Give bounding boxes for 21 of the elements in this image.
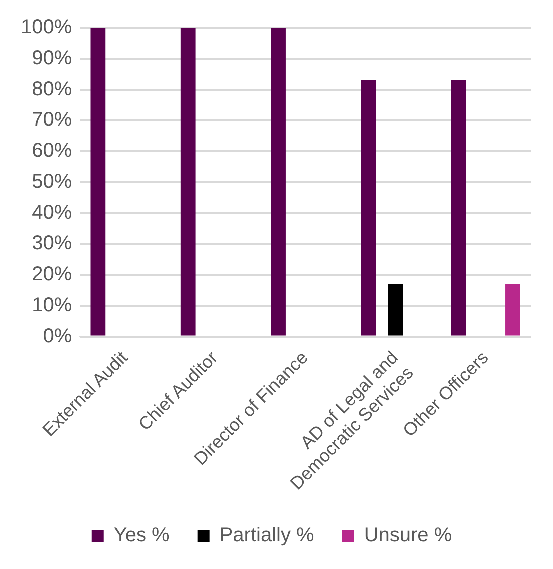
bar [180,28,196,336]
bar [271,28,286,336]
y-tick-label: 0% [43,325,72,348]
y-tick-label: 30% [32,232,72,255]
y-tick-label: 100% [20,16,72,39]
y-tick-label: 70% [32,109,72,132]
legend-label: Partially % [220,524,315,547]
bar [90,28,106,336]
bar [361,80,376,336]
y-tick-label: 20% [32,264,72,286]
y-tick-label: 90% [32,47,72,70]
y-tick-label: 10% [32,294,72,316]
y-tick-label: 60% [32,140,72,162]
legend-label: Yes % [114,524,170,547]
y-tick-label: 50% [32,170,72,193]
legend-label: Unsure % [364,524,452,547]
bar [388,284,404,336]
y-tick-label: 40% [32,202,72,224]
y-tick-label: 80% [32,78,72,100]
bar [451,80,466,336]
bar [506,284,520,336]
